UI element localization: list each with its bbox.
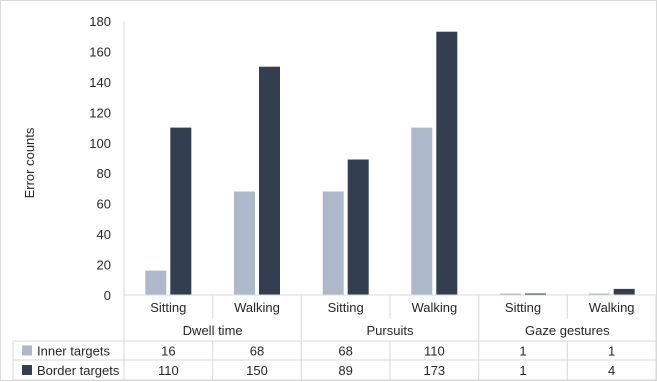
x-group-label: Pursuits <box>367 323 414 338</box>
y-tick-label: 100 <box>89 136 111 151</box>
data-table-value: 110 <box>424 344 445 359</box>
x-category-label: Walking <box>234 300 280 315</box>
bar-border-3 <box>436 31 458 295</box>
x-category-label: Walking <box>411 300 457 315</box>
legend-label: Inner targets <box>37 344 110 359</box>
data-table-value: 16 <box>161 344 175 359</box>
data-table-value: 110 <box>158 363 179 378</box>
bar-inner-1 <box>234 191 255 295</box>
data-table-value: 68 <box>250 344 264 359</box>
y-tick-label: 140 <box>89 75 111 90</box>
x-group-label: Dwell time <box>183 323 243 338</box>
x-category-label: Walking <box>589 300 635 315</box>
x-category-label: Sitting <box>150 300 186 315</box>
legend-key-border <box>22 365 32 375</box>
data-table-value: 4 <box>608 363 615 378</box>
bar-inner-3 <box>411 127 433 295</box>
y-tick-label: 60 <box>97 197 111 212</box>
data-table-value: 1 <box>519 363 526 378</box>
data-table-value: 173 <box>423 363 445 378</box>
bar-border-2 <box>347 159 369 295</box>
y-tick-label: 180 <box>89 14 111 29</box>
bar-border-0 <box>170 127 192 295</box>
data-table-value: 1 <box>519 344 526 359</box>
x-group-label: Gaze gestures <box>525 323 610 338</box>
data-table-value: 89 <box>338 363 352 378</box>
x-category-label: Sitting <box>505 300 541 315</box>
bar-inner-4 <box>500 293 521 295</box>
data-table-value: 68 <box>338 344 352 359</box>
y-tick-label: 80 <box>97 166 111 181</box>
y-tick-label: 0 <box>104 288 111 303</box>
y-tick-label: 20 <box>97 258 111 273</box>
legend-key-inner <box>22 345 32 356</box>
y-axis-label: Error counts <box>22 127 37 198</box>
legend-label: Border targets <box>37 363 120 378</box>
data-table-value: 1 <box>608 344 615 359</box>
bar-inner-2 <box>322 191 344 295</box>
bar-inner-0 <box>145 270 167 295</box>
bar-inner-5 <box>588 293 610 295</box>
bar-border-5 <box>613 288 635 295</box>
y-tick-label: 120 <box>89 105 111 120</box>
data-table-value: 150 <box>246 363 268 378</box>
x-category-label: Sitting <box>328 300 364 315</box>
bar-border-4 <box>525 293 546 295</box>
y-tick-label: 160 <box>89 44 111 59</box>
y-tick-label: 40 <box>97 227 111 242</box>
bar-border-1 <box>259 66 280 295</box>
